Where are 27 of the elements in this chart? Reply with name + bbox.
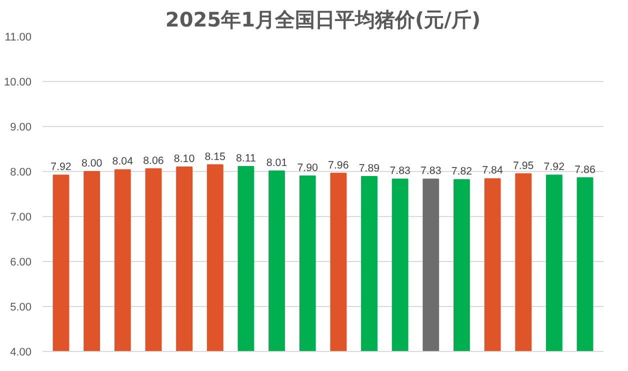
y-tick-label: 11.00 — [4, 32, 32, 44]
y-tick-label: 6.00 — [10, 256, 32, 268]
chart-title: 2025年1月全国日平均猪价(元/斤) — [165, 8, 481, 32]
data-label: 7.83 — [390, 165, 411, 178]
y-tick-label: 9.00 — [10, 122, 32, 134]
data-label: 8.10 — [174, 153, 195, 165]
data-label: 7.90 — [297, 162, 318, 174]
y-tick-label: 4.00 — [10, 346, 32, 358]
data-label: 7.83 — [420, 165, 442, 178]
data-label: 7.96 — [328, 159, 349, 172]
y-tick-label: 5.00 — [10, 302, 32, 314]
data-label: 7.86 — [574, 164, 596, 176]
data-label: 8.06 — [143, 154, 164, 167]
data-label: 8.04 — [112, 156, 134, 168]
data-label: 7.84 — [482, 164, 503, 177]
data-label: 7.92 — [50, 161, 72, 174]
data-label: 8.15 — [204, 150, 226, 163]
data-label: 7.89 — [358, 162, 380, 174]
data-label: 7.95 — [512, 160, 534, 172]
data-label: 8.01 — [266, 157, 288, 170]
data-label: 8.11 — [236, 152, 256, 165]
y-tick-label: 7.00 — [10, 212, 32, 224]
y-tick-label: 8.00 — [10, 166, 32, 178]
y-tick-label: 10.00 — [4, 76, 32, 88]
data-label: 8.00 — [81, 158, 102, 170]
data-label: 7.92 — [544, 161, 565, 174]
data-label: 7.82 — [451, 166, 472, 178]
